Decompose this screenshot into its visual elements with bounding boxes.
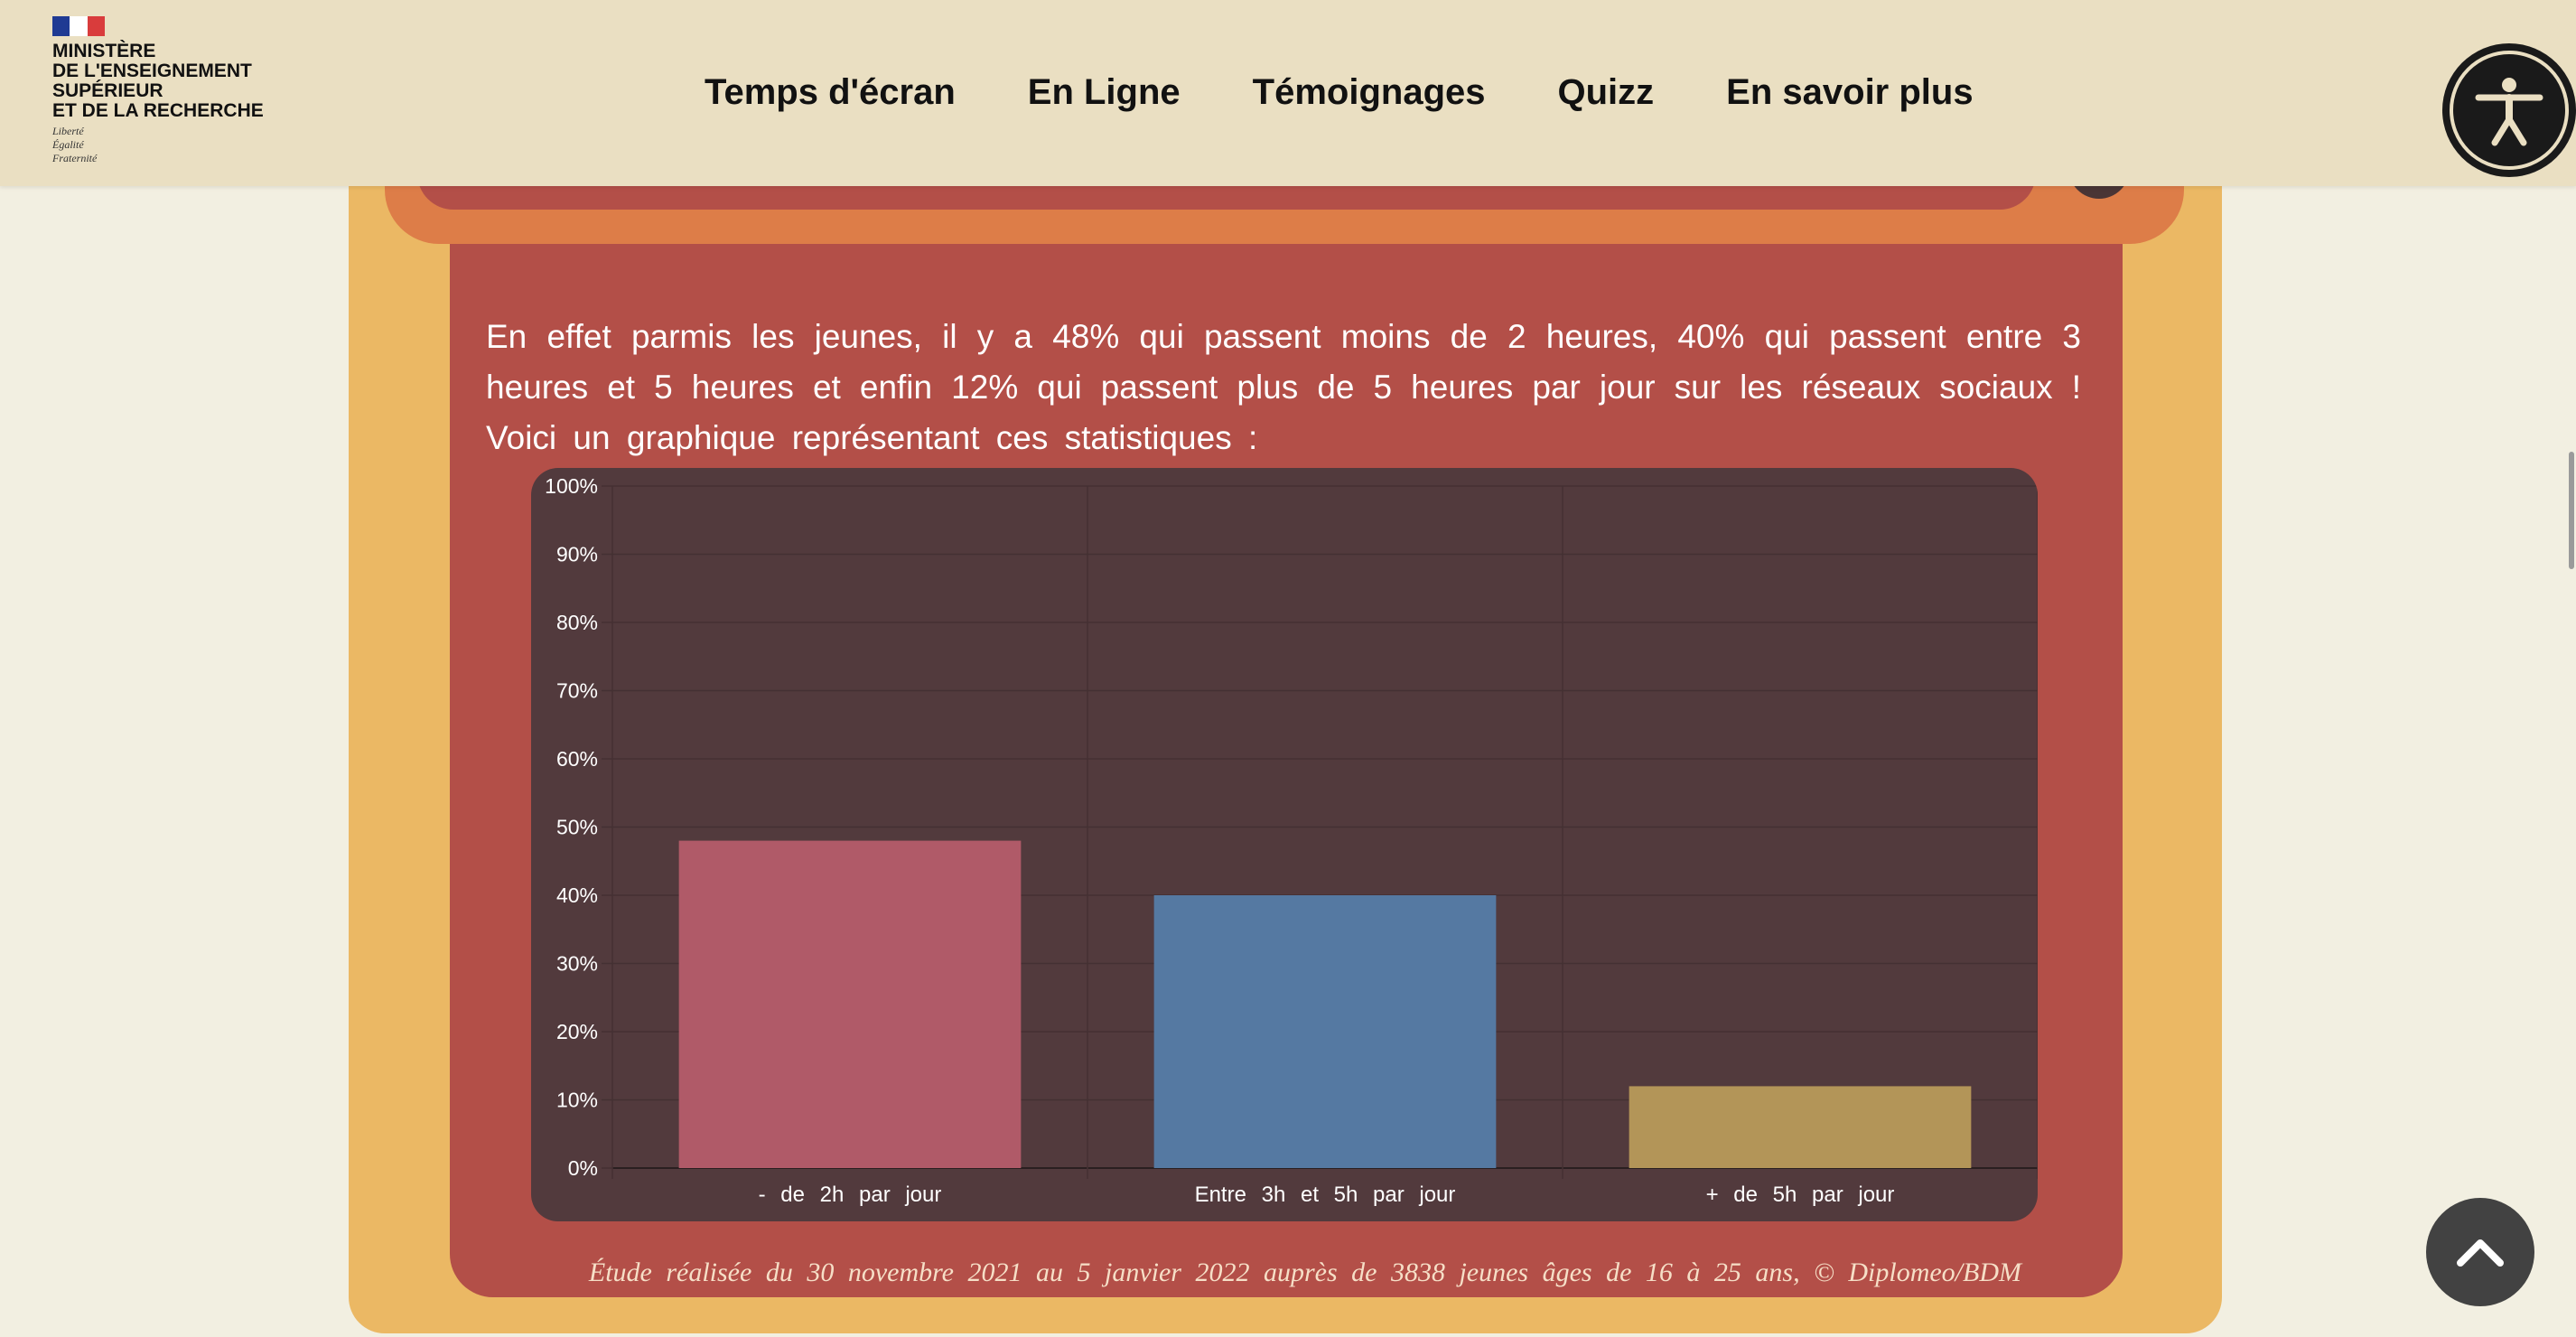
y-tick-label: 50% [556,816,598,839]
nav-temoignages[interactable]: Témoignages [1252,71,1486,112]
y-tick-label: 30% [556,952,598,976]
site-header: MINISTÈRE DE L'ENSEIGNEMENT SUPÉRIEUR ET… [0,0,2576,186]
ministry-logo[interactable]: MINISTÈRE DE L'ENSEIGNEMENT SUPÉRIEUR ET… [52,16,287,170]
y-tick-label: 80% [556,611,598,634]
bar [1629,1086,1972,1168]
bar-chart: 0% 10% 20% 30% 40% 50% 60% 70% 80% 90% 100% - de 2h… [531,468,2038,1221]
accessibility-person-icon [2450,51,2569,170]
x-tick-label: Entre 3h et 5h par jour [1195,1183,1456,1207]
y-tick-label: 10% [556,1089,598,1112]
logo-line: MINISTÈRE [52,41,156,61]
motto-line: Égalité [52,138,84,151]
y-tick-label: 40% [556,884,598,907]
motto-line: Liberté [52,125,84,137]
scroll-to-top-button[interactable] [2426,1198,2534,1306]
logo-ministry-name: MINISTÈRE DE L'ENSEIGNEMENT SUPÉRIEUR ET… [52,42,287,121]
nav-quizz[interactable]: Quizz [1557,71,1655,112]
y-tick-label: 0% [568,1156,598,1180]
chevron-up-icon [2457,1239,2504,1267]
y-tick-label: 70% [556,679,598,703]
nav-en-savoir-plus[interactable]: En savoir plus [1726,71,1974,112]
study-caption: Étude réalisée du 30 novembre 2021 au 5 … [588,1258,2021,1287]
stats-paragraph: En effet parmis les jeunes, il y a 48% q… [486,318,2081,456]
scrollbar-thumb[interactable] [2569,452,2574,569]
y-tick-label: 100% [545,474,598,498]
bar [1153,895,1497,1168]
french-flag-icon [52,16,105,36]
y-tick-label: 90% [556,543,598,566]
logo-line: DE L'ENSEIGNEMENT [52,61,252,81]
motto-line: Fraternité [52,152,98,164]
main-nav: Temps d'écran En Ligne Témoignages Quizz… [705,65,2046,119]
chart-svg: 0% 10% 20% 30% 40% 50% 60% 70% 80% 90% 100% - de 2h… [545,474,2038,1207]
accessibility-button[interactable] [2442,43,2576,177]
nav-temps-ecran[interactable]: Temps d'écran [705,71,956,112]
y-tick-label: 60% [556,747,598,771]
bar [678,840,1022,1168]
logo-line: SUPÉRIEUR [52,80,163,101]
nav-en-ligne[interactable]: En Ligne [1027,71,1181,112]
x-tick-label: + de 5h par jour [1706,1183,1895,1207]
y-tick-label: 20% [556,1020,598,1043]
logo-line: ET DE LA RECHERCHE [52,100,264,121]
x-tick-label: - de 2h par jour [759,1183,942,1207]
logo-motto: Liberté Égalité Fraternité [52,125,287,165]
